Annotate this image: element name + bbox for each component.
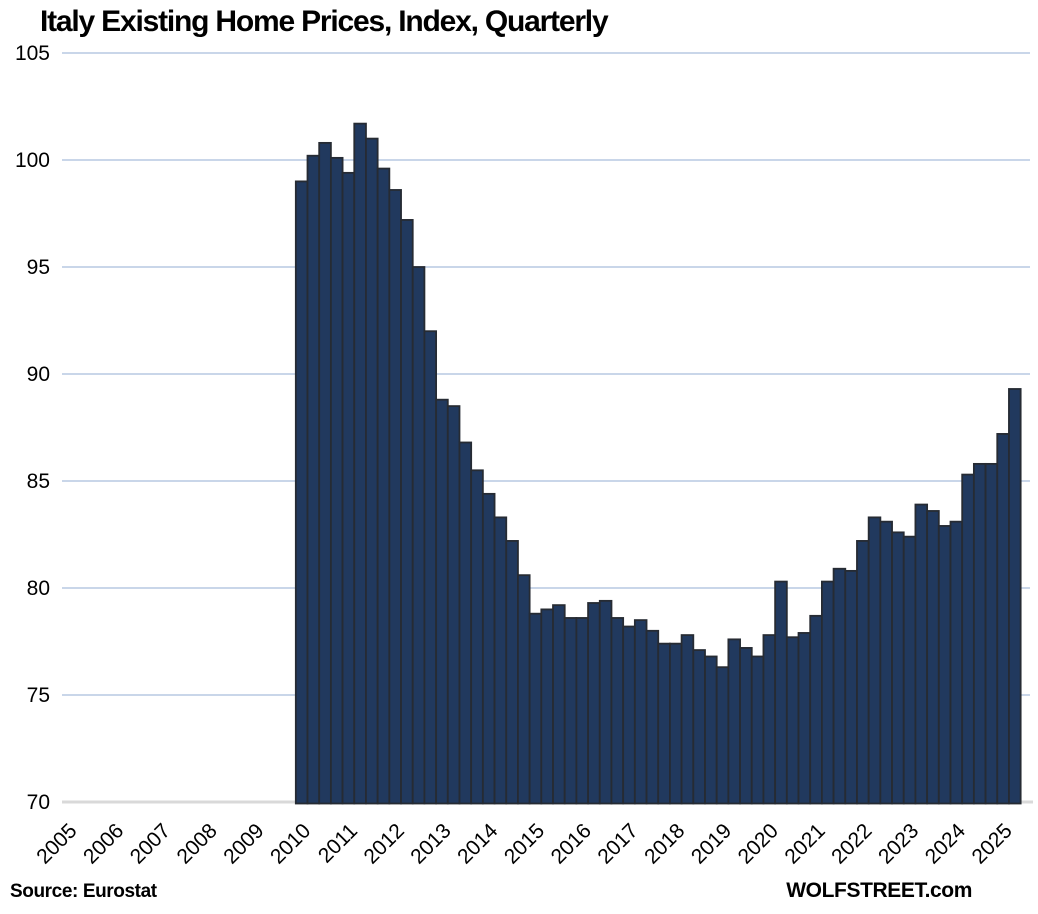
bar (598, 599, 613, 805)
bar (306, 154, 321, 805)
x-tick-label: 2019 (687, 819, 736, 868)
bar (411, 266, 426, 805)
bar (692, 649, 706, 805)
bar (879, 520, 893, 805)
bar (891, 531, 905, 805)
bar (505, 540, 519, 805)
bar (540, 608, 554, 805)
bar (1008, 388, 1022, 805)
bar (797, 632, 812, 805)
x-tick-label: 2010 (266, 819, 315, 868)
branding: WOLFSTREET.com (786, 879, 972, 902)
bar (528, 612, 543, 805)
bar (774, 580, 788, 805)
bar (481, 492, 496, 805)
bar (587, 602, 601, 805)
bar (704, 655, 718, 805)
y-tick-label: 105 (15, 42, 50, 65)
x-tick-label: 2017 (593, 819, 642, 868)
x-tick-label: 2022 (827, 819, 876, 868)
bar (984, 462, 999, 805)
x-tick-label: 2005 (32, 819, 81, 868)
bar (575, 617, 589, 805)
x-tick-label: 2008 (173, 819, 222, 868)
bar (902, 535, 917, 805)
bar (914, 503, 929, 805)
bar (400, 219, 414, 805)
chart-title: Italy Existing Home Prices, Index, Quart… (40, 5, 609, 38)
y-tick-label: 95 (27, 256, 50, 279)
bar (294, 180, 309, 805)
bar (669, 642, 683, 805)
bar (376, 167, 391, 805)
x-tick-label: 2025 (968, 819, 1017, 868)
bar (785, 636, 800, 805)
bar (563, 617, 578, 805)
bar (680, 634, 695, 805)
bar (762, 634, 777, 805)
bar (353, 122, 367, 805)
bar (435, 398, 449, 805)
bar (657, 642, 671, 805)
bar (633, 619, 648, 805)
bar (318, 141, 332, 805)
bar (610, 617, 625, 805)
bar (622, 625, 636, 805)
bar (926, 510, 940, 805)
x-tick-label: 2018 (640, 819, 689, 868)
bar (832, 567, 847, 805)
source-note: Source: Eurostat (10, 881, 157, 902)
y-tick-label: 90 (27, 363, 50, 386)
bar (552, 604, 566, 805)
bar (423, 330, 438, 805)
bar (809, 614, 823, 805)
bar (470, 469, 484, 805)
bar (867, 516, 882, 805)
bar (446, 405, 461, 805)
y-tick-label: 100 (15, 149, 50, 172)
y-tick-label: 75 (27, 684, 50, 707)
x-tick-label: 2021 (780, 819, 829, 868)
bar (996, 433, 1010, 805)
x-tick-label: 2006 (79, 819, 128, 868)
y-tick-label: 85 (27, 470, 50, 493)
bar (856, 540, 870, 805)
bar (961, 473, 975, 805)
bar (844, 569, 858, 805)
x-tick-label: 2007 (126, 819, 175, 868)
bar (388, 189, 402, 805)
x-tick-label: 2013 (406, 819, 455, 868)
x-tick-label: 2011 (314, 819, 362, 867)
x-tick-label: 2020 (734, 819, 783, 868)
bar (365, 137, 379, 805)
x-tick-label: 2009 (219, 819, 268, 868)
bar (517, 574, 531, 805)
bar (821, 580, 835, 805)
x-tick-label: 2015 (500, 819, 549, 868)
x-tick-label: 2014 (453, 819, 503, 869)
bar (949, 520, 964, 805)
x-tick-label: 2016 (547, 819, 596, 868)
bar (493, 516, 508, 805)
bar (739, 647, 753, 805)
x-tick-label: 2012 (360, 819, 409, 868)
bar (645, 629, 660, 805)
bar (458, 441, 473, 805)
bar (972, 462, 987, 805)
x-tick-label: 2024 (921, 819, 971, 869)
bar (329, 156, 344, 805)
bar (715, 666, 730, 805)
bar (750, 655, 765, 805)
y-tick-label: 70 (27, 791, 50, 814)
bar (937, 525, 952, 805)
bar (727, 638, 741, 805)
x-tick-label: 2023 (874, 819, 923, 868)
y-tick-label: 80 (27, 577, 50, 600)
bar (341, 171, 356, 805)
